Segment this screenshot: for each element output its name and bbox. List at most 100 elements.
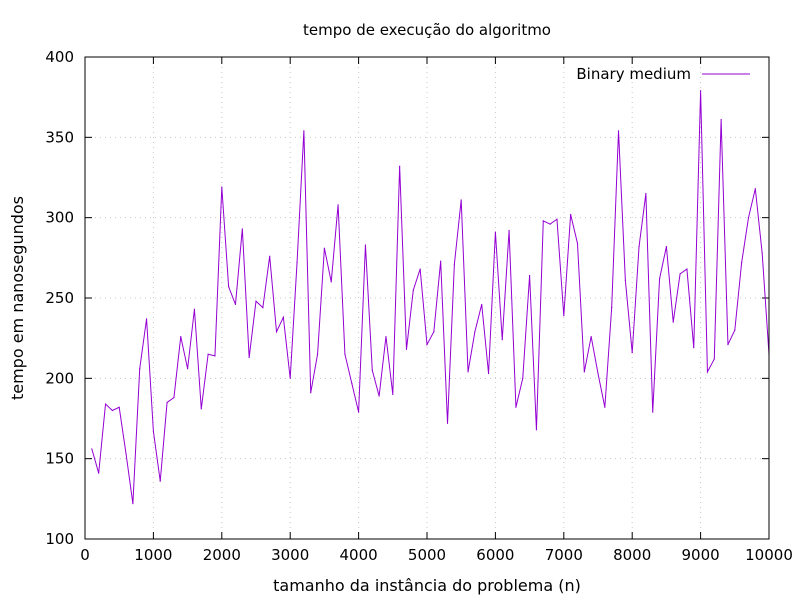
data-point <box>310 392 312 394</box>
data-point <box>180 335 182 338</box>
data-point <box>145 318 148 320</box>
data-point <box>474 331 476 333</box>
data-point <box>693 347 695 349</box>
data-point <box>501 339 503 341</box>
data-point <box>672 321 674 323</box>
data-point <box>754 188 756 190</box>
data-point <box>727 343 729 346</box>
data-point <box>330 281 332 283</box>
data-point <box>364 244 367 246</box>
data-point <box>241 228 243 230</box>
data-point <box>221 186 223 188</box>
data-point <box>344 353 346 355</box>
data-point <box>440 260 442 262</box>
y-tick-label: 300 <box>45 209 74 227</box>
data-point <box>125 453 127 455</box>
data-point <box>139 368 141 370</box>
data-point <box>481 303 483 306</box>
data-point <box>392 393 394 395</box>
chart-title: tempo de execução do algoritmo <box>303 21 551 39</box>
data-point <box>262 307 264 309</box>
y-tick-label: 200 <box>45 369 74 387</box>
data-point <box>159 480 161 482</box>
x-tick-label: 8000 <box>613 546 651 564</box>
data-point <box>549 223 551 225</box>
data-point <box>652 411 654 413</box>
data-point <box>645 192 647 195</box>
series-line-binary-medium <box>91 90 770 504</box>
data-point <box>275 331 278 333</box>
data-point <box>453 263 455 265</box>
data-point <box>111 409 113 412</box>
data-point <box>132 503 134 505</box>
data-point <box>617 130 620 132</box>
data-point <box>679 273 681 275</box>
data-point <box>467 371 469 373</box>
data-point <box>535 429 538 431</box>
data-point <box>351 382 353 384</box>
axis-ticks <box>84 56 770 540</box>
data-point <box>166 401 168 404</box>
x-tick-label: 2000 <box>203 546 241 564</box>
data-point <box>207 353 209 355</box>
x-tick-label: 10000 <box>745 546 793 564</box>
data-point <box>426 343 428 346</box>
data-point <box>412 289 414 291</box>
data-point <box>118 406 120 408</box>
data-point <box>460 199 462 201</box>
data-point <box>590 335 592 338</box>
data-point <box>706 371 709 373</box>
x-tick-label: 6000 <box>476 546 514 564</box>
legend-label: Binary medium <box>576 65 691 83</box>
data-point <box>604 406 606 408</box>
data-point <box>611 307 613 309</box>
data-point <box>187 368 189 370</box>
x-tick-label: 5000 <box>408 546 446 564</box>
data-point <box>494 231 496 233</box>
data-point <box>761 252 763 254</box>
data-point <box>337 204 339 206</box>
data-point <box>303 130 305 132</box>
x-axis-label: tamanho da instância do problema (n) <box>273 576 581 595</box>
data-point <box>747 217 750 219</box>
data-point <box>446 422 449 424</box>
series-layer <box>91 90 770 505</box>
data-point <box>193 308 196 310</box>
x-tick-label: 0 <box>80 546 90 564</box>
x-tick-label: 9000 <box>682 546 720 564</box>
y-tick-label: 400 <box>45 48 74 66</box>
data-point <box>570 213 572 216</box>
data-point <box>419 268 421 270</box>
data-point <box>515 406 517 408</box>
data-point <box>665 245 668 248</box>
data-point <box>638 245 640 248</box>
data-point <box>597 372 599 375</box>
data-point <box>358 411 360 413</box>
x-tick-label: 4000 <box>340 546 378 564</box>
grid <box>85 57 769 539</box>
data-point <box>200 408 202 410</box>
x-tick-label: 1000 <box>134 546 172 564</box>
data-point <box>433 331 435 333</box>
data-point <box>741 262 743 264</box>
data-point <box>323 247 325 249</box>
y-tick-label: 350 <box>45 128 74 146</box>
data-point <box>734 329 736 331</box>
x-tick-label: 3000 <box>271 546 309 564</box>
data-point <box>576 242 579 244</box>
data-point <box>173 397 175 399</box>
data-point <box>508 229 510 232</box>
legend: Binary medium <box>576 65 750 83</box>
data-point <box>713 358 715 360</box>
y-tick-label: 150 <box>45 450 74 468</box>
data-point <box>269 255 271 257</box>
data-point <box>255 300 257 302</box>
y-tick-label: 250 <box>45 289 74 307</box>
data-point <box>316 353 319 355</box>
data-point <box>583 371 585 373</box>
data-point <box>289 377 291 379</box>
data-point <box>91 448 93 450</box>
